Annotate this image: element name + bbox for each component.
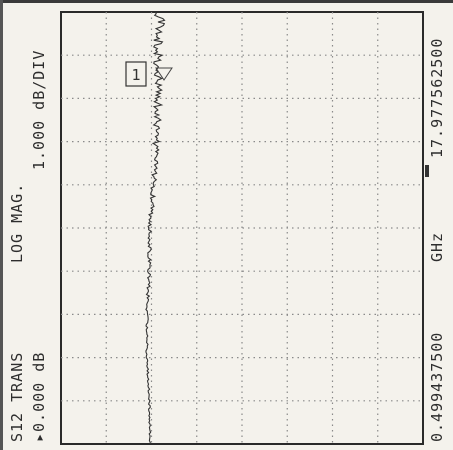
trace-layer (145, 11, 166, 445)
top-frame (0, 0, 453, 3)
marker-triangle (155, 67, 173, 81)
trace-label: S12 TRANS (8, 351, 26, 442)
marker-label: 1 (131, 66, 140, 84)
marker-layer: 1 (125, 61, 173, 87)
stop-frequency: 17.977562500 (428, 37, 446, 158)
left-frame (0, 0, 3, 450)
right-frame-tick (425, 165, 429, 177)
trace-s12 (145, 11, 166, 445)
graticule-grid (61, 12, 423, 444)
format-label: LOG MAG. (8, 182, 26, 263)
frequency-unit: GHz (428, 231, 446, 262)
start-frequency: 0.499437500 (428, 331, 446, 442)
reference-level: ▸0.000 dB (30, 351, 48, 442)
marker-box (125, 61, 147, 87)
scale-label: 1.000 dB/DIV (30, 49, 48, 170)
